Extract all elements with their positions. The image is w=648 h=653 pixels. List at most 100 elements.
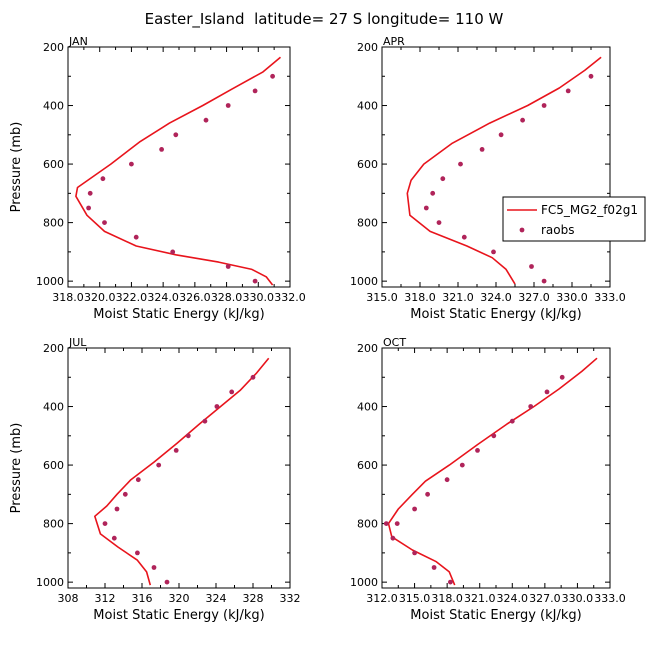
- x-tick-label: 324: [206, 592, 227, 605]
- x-tick-label: 332.0: [274, 291, 306, 304]
- obs-point: [541, 103, 547, 108]
- y-tick-label: 800: [357, 217, 378, 230]
- obs-point: [133, 234, 139, 240]
- obs-point: [135, 550, 140, 556]
- obs-point: [458, 161, 463, 167]
- legend-label: raobs: [541, 223, 575, 237]
- x-tick-label: 327.0: [529, 592, 561, 605]
- obs-point: [229, 389, 235, 395]
- obs-point: [448, 579, 453, 585]
- x-tick-label: 321.0: [442, 291, 474, 304]
- panel-jan: JAN 318.0 320.0 322.0 324.0 326.0 328.0 330.0 33…: [9, 35, 306, 322]
- obs-point: [170, 249, 176, 255]
- y-axis-label: Pressure (mb): [9, 122, 24, 213]
- y-tick-label: 200: [43, 342, 64, 355]
- x-tick-label: 320: [169, 592, 190, 605]
- x-tick-label: 320.0: [84, 291, 116, 304]
- y-tick-label: 800: [43, 518, 64, 531]
- figure-title: Easter_Island latitude= 27 S longitude= …: [145, 10, 504, 29]
- obs-point: [444, 477, 450, 483]
- series-line-model: [94, 357, 270, 586]
- obs-point: [214, 404, 220, 409]
- obs-point: [225, 103, 231, 108]
- obs-point: [544, 389, 550, 395]
- obs-point: [202, 418, 208, 424]
- obs-point: [100, 176, 106, 182]
- obs-point: [440, 176, 446, 182]
- y-tick-label: 200: [43, 41, 64, 54]
- obs-point: [412, 506, 417, 512]
- x-tick-label: 322.0: [116, 291, 148, 304]
- panel-jul: JUL 308 312 316 320 324 328 332 200 400 600 800 1000…: [9, 336, 301, 623]
- y-tick-label: 600: [43, 459, 64, 472]
- obs-point: [250, 374, 256, 380]
- y-tick-label: 600: [357, 459, 378, 472]
- x-tick-label: 324.0: [480, 291, 512, 304]
- x-axis-label: Moist Static Energy (kJ/kg): [410, 608, 581, 623]
- series-line-model: [406, 56, 602, 285]
- obs-point: [225, 264, 231, 269]
- y-tick-label: 400: [43, 401, 64, 414]
- x-tick-label: 318.0: [52, 291, 84, 304]
- obs-point: [541, 278, 547, 284]
- y-tick-label: 800: [43, 217, 64, 230]
- x-tick-label: 318.0: [404, 291, 436, 304]
- panel-apr: APR 315.0 318.0 321.0 324.0 327.0 330.0 333.0 20…: [350, 35, 626, 322]
- obs-point: [164, 579, 170, 585]
- obs-point: [129, 161, 134, 167]
- y-tick-label: 400: [357, 401, 378, 414]
- y-tick-label: 1000: [350, 576, 378, 589]
- y-tick-label: 1000: [350, 275, 378, 288]
- obs-point: [122, 491, 128, 497]
- obs-point: [252, 278, 258, 284]
- x-tick-label: 312.0: [366, 592, 398, 605]
- obs-point: [520, 117, 525, 123]
- x-tick-label: 330.0: [243, 291, 275, 304]
- obs-point: [156, 462, 162, 468]
- obs-point: [588, 73, 594, 79]
- obs-point: [102, 521, 108, 526]
- x-tick-label: 326.0: [179, 291, 211, 304]
- y-tick-label: 800: [357, 518, 378, 531]
- x-tick-label: 312: [95, 592, 116, 605]
- obs-point: [423, 205, 429, 211]
- obs-point: [459, 462, 465, 468]
- series-line-model: [75, 56, 282, 286]
- obs-point: [383, 521, 389, 526]
- y-tick-label: 200: [357, 41, 378, 54]
- x-tick-label: 318.0: [431, 592, 463, 605]
- panel-label: APR: [383, 35, 405, 48]
- legend-label: FC5_MG2_f02g1: [541, 203, 638, 217]
- obs-point: [559, 374, 565, 380]
- obs-point: [159, 147, 165, 152]
- legend-marker-swatch: [519, 227, 525, 233]
- y-tick-label: 600: [43, 158, 64, 171]
- x-tick-label: 328: [243, 592, 264, 605]
- obs-point: [135, 477, 141, 483]
- x-tick-label: 321.0: [464, 592, 496, 605]
- panel-oct: OCT 312.0 315.0 318.0 321.0 324.0 327.0 330.0 33…: [350, 336, 626, 623]
- x-tick-label: 316: [132, 592, 153, 605]
- obs-point: [498, 132, 504, 138]
- panel-label: OCT: [383, 336, 406, 349]
- x-tick-label: 327.0: [518, 291, 550, 304]
- obs-point: [390, 535, 396, 541]
- y-tick-label: 400: [357, 100, 378, 113]
- y-tick-label: 400: [43, 100, 64, 113]
- obs-point: [173, 132, 179, 138]
- x-axis-label: Moist Static Energy (kJ/kg): [93, 608, 264, 623]
- obs-point: [151, 565, 157, 570]
- y-tick-label: 1000: [36, 275, 64, 288]
- obs-point: [528, 404, 534, 409]
- obs-point: [565, 88, 571, 94]
- x-tick-label: 315.0: [399, 592, 431, 605]
- x-tick-label: 330.0: [556, 291, 588, 304]
- obs-point: [509, 418, 515, 424]
- x-tick-label: 333.0: [594, 291, 626, 304]
- obs-point: [436, 220, 442, 226]
- x-axis-label: Moist Static Energy (kJ/kg): [410, 307, 581, 322]
